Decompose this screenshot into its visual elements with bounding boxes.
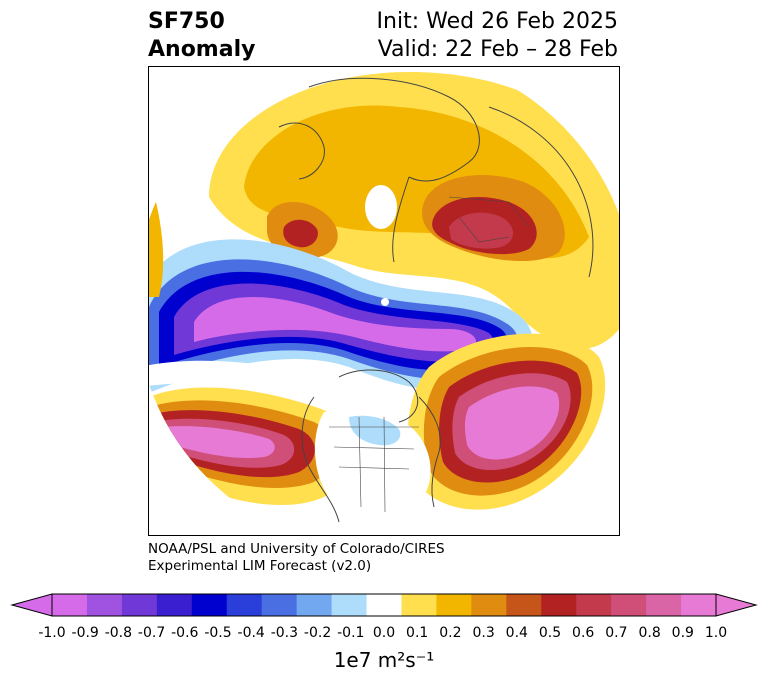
colorbar-tick-label: -0.3 [270,625,299,641]
colorbar-segment [681,594,717,616]
quantity-label: Anomaly [148,37,256,62]
colorbar-tick-label: 0.2 [439,625,462,641]
colorbar-tick-label: 0.8 [638,625,661,641]
colorbar-tick-label: 1.0 [704,625,728,641]
colorbar-tick-label: 0.7 [605,625,628,641]
map-panel [148,66,620,536]
colorbar-segment [646,594,682,616]
coastlines [278,77,594,523]
colorbar-tick-label: -0.4 [237,625,265,641]
positive-anomaly-europe-core [283,219,318,248]
colorbar-tick-label: -0.2 [303,625,332,641]
map-title: SF750 Anomaly [148,8,255,64]
colorbar-segment [541,594,577,616]
colorbar-tick-label: -0.8 [104,625,133,641]
colorbar-segment [86,594,123,616]
colorbar-tick-label: 0.0 [372,625,396,641]
positive-anomaly-pacific-core [149,426,275,459]
colorbar-extend-low [10,593,53,617]
colorbar-extend-high [715,593,758,617]
colorbar-units: 1e7 m²s⁻¹ [333,648,435,672]
colorbar-segment [436,594,472,616]
colorbar-tick-label: -0.9 [71,625,99,641]
colorbar-segment [576,594,612,616]
colorbar-segment [261,594,298,616]
positive-anomaly-atlantic-core [464,386,560,460]
negative-anomaly-core [194,297,477,352]
colorbar-tick-label: 0.4 [505,625,528,641]
colorbar-segment [331,594,368,616]
colorbar-segment [611,594,647,616]
date-info: Init: Wed 26 Feb 2025 Valid: 22 Feb – 28… [377,8,618,64]
negative-anomaly-hudson [349,415,401,446]
neutral-north-america [314,410,431,516]
colorbar-segment [226,594,263,616]
neutral-region [365,185,397,229]
colorbar-tick-label: -0.6 [171,625,199,641]
colorbar-segment [191,594,228,616]
neutral-band [149,360,489,414]
colorbar-segment [52,594,88,616]
colorbar-tick-label: 0.3 [472,625,495,641]
north-pole-marker [381,298,389,306]
colorbar-tick-label: 0.5 [538,625,562,641]
country-borders [329,196,530,513]
colorbar [10,593,758,617]
colorbar-border [51,593,717,617]
colorbar-segment [401,594,437,616]
colorbar-tick-label: 0.1 [406,625,429,641]
positive-anomaly-siberia-core [449,212,513,249]
valid-label: Valid: 22 Feb – 28 Feb [377,37,618,62]
colorbar-tick-label: -0.1 [337,625,365,641]
credit-line-2: Experimental LIM Forecast (v2.0) [148,558,372,574]
colorbar-segment [366,594,402,616]
positive-anomaly-edge [149,177,164,297]
credit-line-1: NOAA/PSL and University of Colorado/CIRE… [148,541,445,557]
colorbar-segment [471,594,507,616]
colorbar-tick-label: 0.6 [572,625,595,641]
colorbar-tick-label: 0.9 [671,625,694,641]
anomaly-map [149,72,619,523]
colorbar-tick-label: -0.7 [137,625,166,641]
colorbar-segment [296,594,333,616]
colorbar-segment [506,594,542,616]
colorbar-tick-label: -0.5 [204,625,232,641]
credit-text: NOAA/PSL and University of Colorado/CIRE… [148,541,445,575]
colorbar-tick-label: -1.0 [38,625,66,641]
colorbar-segment [156,594,193,616]
init-label: Init: Wed 26 Feb 2025 [376,9,618,34]
variable-label: SF750 [148,9,225,34]
colorbar-segment [121,594,158,616]
